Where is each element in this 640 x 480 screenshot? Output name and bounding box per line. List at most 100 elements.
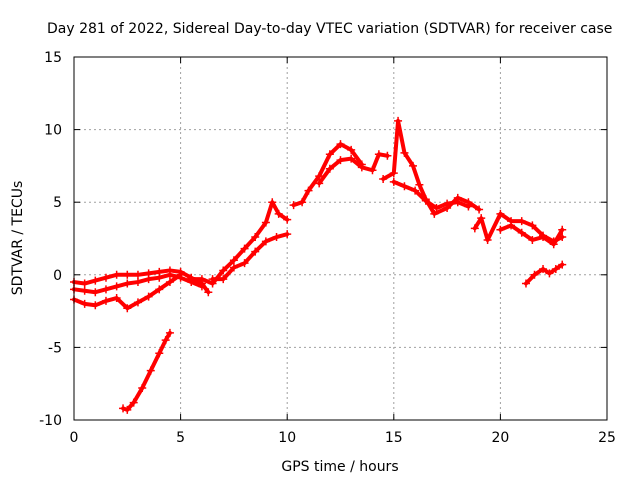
data-point [155,349,164,358]
data-point [91,301,100,310]
data-point [289,201,298,210]
data-point [208,275,217,284]
data-point [325,164,334,173]
data-point [129,398,138,407]
data-point [219,275,228,284]
data-point [101,273,110,282]
data-point [411,186,420,195]
data-point [496,209,505,218]
data-point [251,247,260,256]
data-point [155,285,164,294]
data-point [133,298,142,307]
series-track-e [187,198,292,288]
data-point [123,405,132,414]
data-point [187,275,196,284]
data-point [432,204,441,213]
series-track-j [389,177,473,213]
series-track-l [496,221,567,249]
tick-labels: 0 5 10 15 20 25 -10 -5 0 5 10 15 [39,50,616,446]
data-point [144,292,153,301]
data-point [112,270,121,279]
data-point [507,221,516,230]
data-point [430,209,439,218]
data-point [389,177,398,186]
data-point [123,304,132,313]
data-point [261,237,270,246]
data-point [521,279,530,288]
data-point [197,275,206,284]
series-track-d [119,328,174,414]
data-point [464,202,473,211]
data-point [374,150,383,159]
y-tick-label: -5 [48,340,62,356]
data-point [304,186,313,195]
data-point [453,198,462,207]
series-track-k [470,209,567,246]
data-point [357,163,366,172]
y-tick-label: -10 [39,413,62,429]
data-point [558,260,567,269]
data-point [539,233,548,242]
data-point [551,264,560,273]
grid [74,57,607,420]
data-point [272,233,281,242]
data-point [475,205,484,214]
data-point [80,286,89,295]
x-tick-label: 5 [176,430,185,446]
data-point [123,279,132,288]
x-axis-label: GPS time / hours [281,459,398,475]
data-point [112,294,121,303]
data-point [408,161,417,170]
data-point [528,221,537,230]
data-point [161,336,170,345]
data-point [80,279,89,288]
data-point [389,169,398,178]
chart-title: Day 281 of 2022, Sidereal Day-to-day VTE… [47,21,612,37]
data-point [477,214,486,223]
data-point [229,256,238,265]
plot-frame [73,56,608,421]
data-point [298,198,307,207]
data-point [368,166,377,175]
data-point [283,230,292,239]
data-point [219,266,228,275]
series-track-h [315,150,392,188]
y-tick-label: 5 [53,195,62,211]
data-point [315,179,324,188]
data-point [165,278,174,287]
data-point [394,116,403,125]
data-point [545,269,554,278]
y-tick-label: 0 [53,268,62,284]
data-point [383,151,392,160]
data-point [415,180,424,189]
data-point [229,263,238,272]
data-point [101,296,110,305]
data-point [336,140,345,149]
data-point [517,217,526,226]
series-track-c [70,270,185,313]
data-point [283,215,292,224]
series-line [121,330,172,412]
series-line [291,142,364,208]
data-point [400,148,409,157]
data-point [91,276,100,285]
data-point [558,225,567,234]
data-point [496,225,505,234]
data-point [146,366,155,375]
data-point [443,199,452,208]
data-point [101,285,110,294]
data-point [123,270,132,279]
x-tick-label: 15 [385,430,403,446]
y-tick-label: 10 [44,123,62,139]
data-point [176,270,185,279]
data-point [240,259,249,268]
data-point [240,244,249,253]
series-track-f [208,230,292,284]
data-point [138,384,147,393]
series-line [189,200,290,286]
data-point [251,233,260,242]
data-point [165,328,174,337]
data-point [119,404,128,413]
data-point [325,150,334,159]
